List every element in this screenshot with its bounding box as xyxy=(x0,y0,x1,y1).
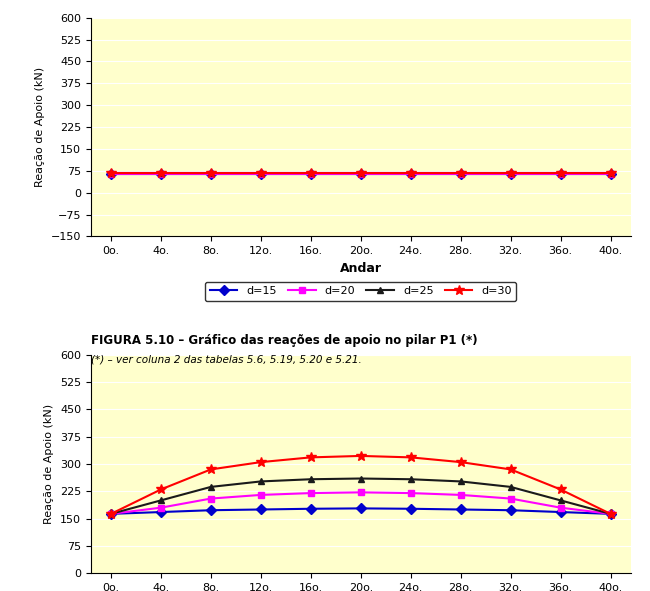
X-axis label: Andar: Andar xyxy=(340,262,382,275)
Text: FIGURA 5.10 – Gráfico das reações de apoio no pilar P1 (*): FIGURA 5.10 – Gráfico das reações de apo… xyxy=(91,334,478,347)
Y-axis label: Reação de Apoio (kN): Reação de Apoio (kN) xyxy=(44,404,55,524)
Legend: d=15, d=20, d=25, d=30: d=15, d=20, d=25, d=30 xyxy=(205,282,516,301)
Text: (*) – ver coluna 2 das tabelas 5.6, 5.19, 5.20 e 5.21.: (*) – ver coluna 2 das tabelas 5.6, 5.19… xyxy=(91,355,362,365)
Y-axis label: Reação de Apoio (kN): Reação de Apoio (kN) xyxy=(35,67,46,187)
